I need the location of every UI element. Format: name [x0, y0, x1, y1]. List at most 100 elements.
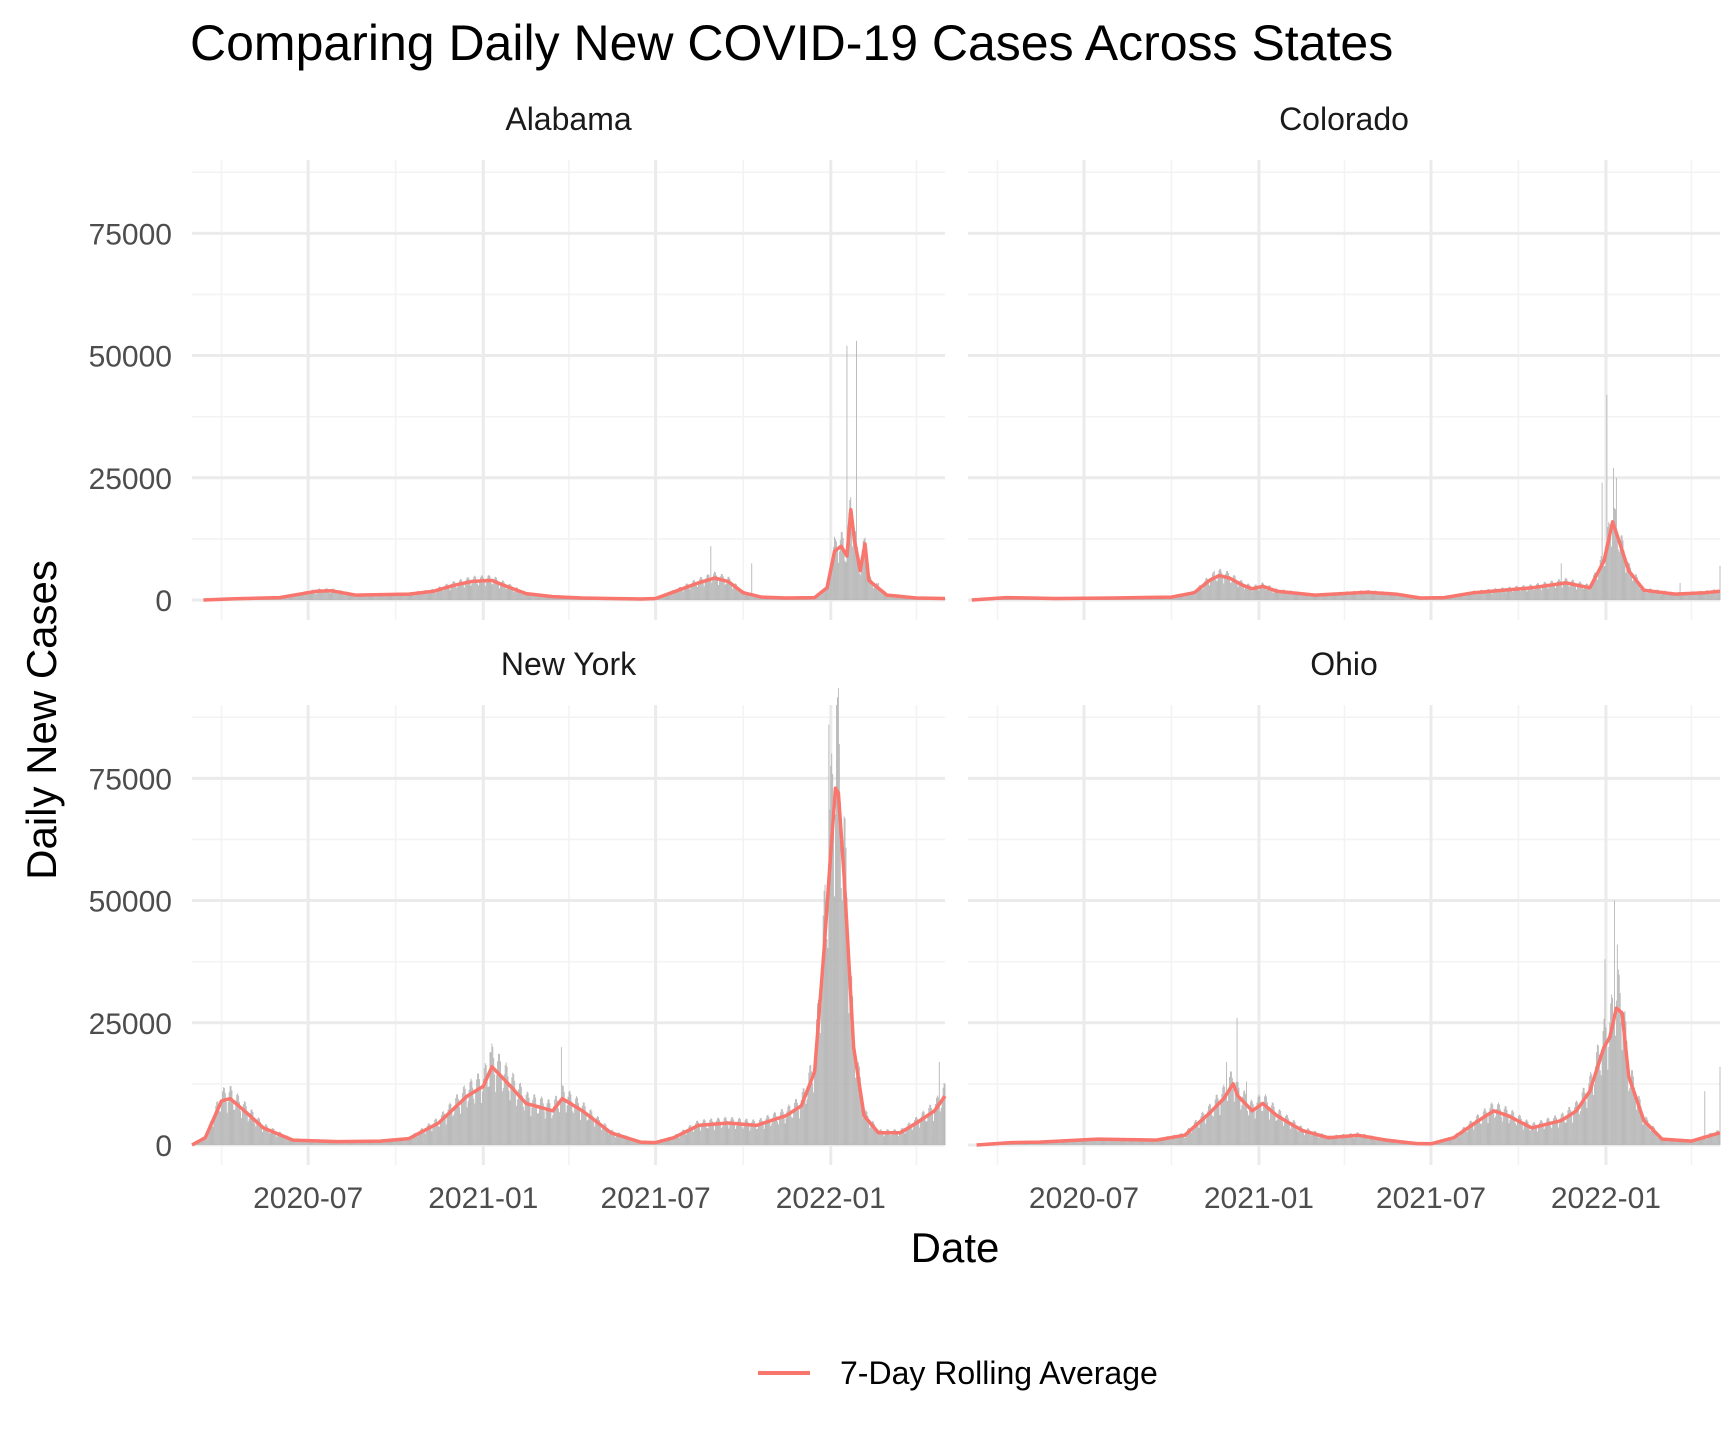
daily-bar	[1057, 1141, 1059, 1145]
daily-bar	[233, 1109, 235, 1145]
daily-bar	[708, 575, 710, 600]
daily-bar	[592, 1115, 594, 1145]
daily-bar	[605, 1125, 607, 1145]
daily-bar	[1160, 1137, 1162, 1145]
daily-bar	[346, 1142, 348, 1145]
daily-bar	[917, 1122, 919, 1145]
daily-bar	[861, 550, 863, 600]
daily-bar	[1705, 1137, 1707, 1145]
daily-bar	[1465, 592, 1467, 600]
daily-bar	[1249, 1101, 1251, 1145]
daily-bar	[1375, 1139, 1377, 1145]
daily-bar	[389, 592, 391, 600]
daily-bar	[716, 575, 717, 600]
daily-bar	[1213, 570, 1215, 600]
x-tick-label: 2022-01	[776, 1182, 886, 1215]
daily-bar	[1382, 1140, 1383, 1145]
daily-bar	[1578, 1114, 1580, 1145]
daily-bar	[1685, 1141, 1687, 1145]
daily-bar	[315, 593, 317, 600]
daily-bar	[1624, 561, 1626, 600]
daily-bar	[603, 1123, 605, 1145]
daily-bar	[202, 1137, 203, 1145]
daily-bar	[864, 1111, 866, 1145]
daily-bar	[869, 575, 871, 600]
daily-bar	[1137, 1138, 1139, 1145]
daily-bar	[1132, 1138, 1133, 1145]
daily-bar	[1284, 589, 1286, 600]
daily-bar	[278, 1132, 280, 1145]
daily-bar	[752, 595, 754, 600]
daily-bar	[312, 589, 314, 600]
daily-bar	[1584, 585, 1586, 600]
daily-bar	[304, 1141, 306, 1145]
daily-bar	[817, 999, 819, 1145]
daily-bar	[1263, 1102, 1265, 1145]
daily-bar	[1360, 590, 1362, 600]
daily-bar	[589, 1110, 591, 1145]
daily-bar	[930, 1104, 932, 1145]
daily-bar	[1062, 1140, 1064, 1145]
daily-bar	[1251, 591, 1253, 600]
daily-bar	[542, 595, 544, 600]
daily-bar	[736, 584, 737, 600]
daily-bar	[1221, 1094, 1223, 1145]
daily-bar	[508, 584, 510, 600]
daily-bar	[504, 1065, 506, 1145]
daily-bar	[1143, 1139, 1145, 1145]
daily-bar	[1558, 579, 1560, 600]
daily-bar	[1642, 1124, 1644, 1145]
daily-bar	[750, 593, 752, 600]
daily-bar	[515, 1092, 517, 1145]
daily-bar	[1620, 1021, 1622, 1145]
daily-bar	[1254, 1118, 1256, 1145]
daily-bar	[1512, 592, 1514, 600]
daily-bar	[482, 1078, 484, 1145]
daily-bar	[1711, 590, 1713, 600]
daily-bar	[1471, 592, 1473, 600]
daily-bar	[1188, 595, 1189, 600]
daily-bar	[860, 1091, 862, 1145]
daily-bar	[1253, 1110, 1255, 1145]
daily-bar	[587, 1119, 589, 1145]
daily-bar	[628, 1138, 630, 1145]
daily-bar	[1205, 1123, 1207, 1145]
daily-bar	[1341, 1135, 1343, 1145]
daily-bar	[1717, 1130, 1719, 1145]
daily-bar	[881, 1130, 883, 1145]
x-tick-label: 2020-07	[253, 1182, 363, 1215]
daily-bar	[414, 1132, 416, 1145]
daily-bar	[847, 532, 849, 600]
daily-bar	[1229, 582, 1231, 600]
daily-bar	[714, 1130, 716, 1145]
daily-bar	[1300, 1125, 1302, 1145]
daily-bar	[1327, 594, 1329, 600]
daily-bar	[1540, 1119, 1542, 1145]
daily-bar	[376, 593, 378, 600]
daily-bar	[1583, 1087, 1585, 1145]
daily-bar	[1190, 1132, 1192, 1145]
daily-bar	[1490, 1103, 1492, 1145]
daily-bar	[1239, 580, 1241, 600]
daily-bar	[1325, 592, 1327, 600]
daily-bar	[1449, 1137, 1451, 1145]
daily-bar	[1645, 1116, 1647, 1145]
daily-bar	[1446, 1139, 1448, 1145]
daily-bar	[1640, 1106, 1642, 1145]
daily-bar	[531, 1107, 533, 1145]
daily-bar	[1400, 595, 1401, 600]
daily-bar	[1355, 591, 1357, 600]
daily-bar	[1291, 591, 1293, 600]
daily-bar	[1656, 1137, 1658, 1145]
daily-bar	[725, 1117, 727, 1145]
daily-bar	[1218, 1105, 1220, 1145]
daily-bar	[523, 590, 525, 600]
daily-bar	[918, 1127, 920, 1145]
daily-bar	[246, 1113, 248, 1145]
daily-bar	[519, 1083, 520, 1145]
daily-bar	[686, 1132, 688, 1145]
daily-bar	[1672, 592, 1673, 600]
y-tick-label: 75000	[89, 218, 172, 251]
daily-bar	[1460, 1131, 1462, 1145]
daily-bar	[1269, 1111, 1271, 1145]
